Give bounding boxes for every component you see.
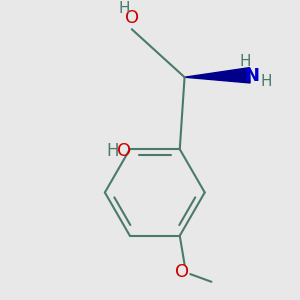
Text: H: H bbox=[239, 54, 251, 69]
Text: H: H bbox=[106, 142, 119, 160]
Text: N: N bbox=[244, 67, 259, 85]
Polygon shape bbox=[184, 68, 250, 83]
Text: O: O bbox=[125, 9, 139, 27]
Text: H: H bbox=[260, 74, 272, 88]
Text: O: O bbox=[117, 142, 131, 160]
Text: H: H bbox=[118, 1, 130, 16]
Text: O: O bbox=[175, 263, 189, 281]
